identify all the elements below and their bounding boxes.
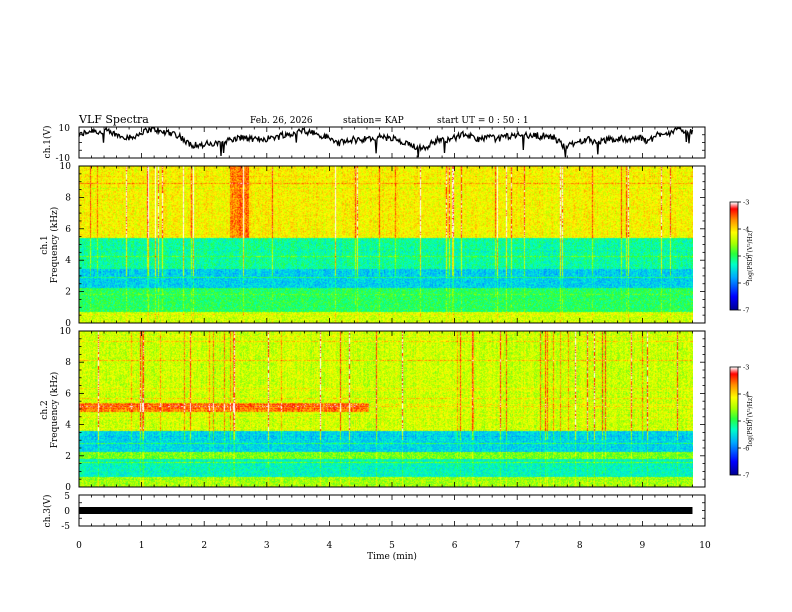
date-label: Feb. 26, 2026 (250, 116, 313, 126)
freq-tick-label: 2 (65, 288, 71, 298)
ch3-waveform-panel: 5 0 -5 ch.3(V) (42, 492, 706, 532)
time-tick-label: 2 (201, 541, 207, 551)
freq-tick-label: 8 (65, 193, 71, 203)
freq-tick-label: 4 (65, 421, 71, 431)
ch2-colorbar-ticks: -3 -4 -5 -6 -7 (738, 364, 749, 480)
freq-tick-label: 8 (65, 358, 71, 368)
time-tick-label: 7 (514, 541, 520, 551)
freq-tick-label: 6 (65, 389, 71, 399)
ch1-spectrogram-image-holder (79, 166, 693, 323)
colorbar-tick-label: -7 (743, 472, 749, 480)
station-label: station= KAP (343, 116, 404, 126)
ch1-colorbar-gradient (730, 202, 738, 310)
colorbar-tick-label: -5 (743, 418, 749, 426)
ch2-colorbar-holder (730, 367, 738, 475)
freq-tick-label: 0 (65, 319, 71, 329)
time-tick-label: 6 (452, 541, 458, 551)
ch1-frequency-axis-label: Frequency (kHz) (49, 207, 60, 284)
ch2-colorbar-gradient (730, 367, 738, 475)
ch2-spectrogram-ytick-labels: 0 2 4 6 8 10 (60, 327, 72, 493)
ch1-channel-label: ch.1 (40, 235, 50, 254)
time-tick-label: 0 (76, 541, 82, 551)
ch2-spectrogram-image-holder (79, 331, 693, 487)
time-tick-label: 1 (139, 541, 145, 551)
freq-tick-label: 10 (60, 162, 72, 172)
ch1-waveform-ticks (78, 126, 706, 159)
start-ut-label: start UT = 0 : 50 : 1 (437, 116, 529, 126)
ch1-colorbar-label: log(PSD) (V²/Hz) (747, 231, 754, 282)
ch1-voltage-axis-label: ch.1(V) (42, 126, 53, 159)
time-tick-label: 4 (327, 541, 333, 551)
ch1-spectrogram-ytick-labels: 0 2 4 6 8 10 (60, 162, 72, 329)
ch1-colorbar-holder (730, 202, 738, 310)
time-tick-label: 3 (264, 541, 270, 551)
colorbar-tick-label: -3 (743, 199, 749, 207)
colorbar-tick-label: -4 (743, 226, 749, 234)
time-axis-label: Time (min) (367, 551, 417, 562)
ch2-frequency-axis-label: Frequency (kHz) (49, 372, 60, 449)
colorbar-tick-label: -5 (743, 253, 749, 261)
ch2-spectrogram-ticks (78, 330, 706, 488)
ch1-waveform-panel: 10 -10 ch.1(V) (42, 124, 706, 164)
colorbar-tick-label: -6 (743, 445, 749, 453)
ch1-ytick-top: 10 (59, 124, 71, 134)
ch3-waveform-trace (79, 507, 693, 514)
ch3-ytick-bottom: -5 (61, 522, 70, 532)
ch2-colorbar-label: log(PSD) (V²/Hz) (747, 396, 754, 447)
time-tick-label: 9 (640, 541, 646, 551)
ch3-waveform-ticks (78, 494, 706, 527)
freq-tick-label: 2 (65, 452, 71, 462)
freq-tick-label: 10 (60, 327, 72, 337)
ch1-ytick-bottom: -10 (56, 154, 71, 164)
freq-tick-label: 4 (65, 256, 71, 266)
time-axis-tick-labels: 0 1 2 3 4 5 6 7 8 9 10 (76, 541, 711, 551)
ch1-colorbar-ticks: -3 -4 -5 -6 -7 (738, 199, 749, 315)
ch1-waveform-trace (78, 126, 694, 158)
freq-tick-label: 6 (65, 225, 71, 235)
colorbar-tick-label: -6 (743, 280, 749, 288)
ch1-spectrogram-ticks (78, 165, 706, 324)
colorbar-tick-label: -3 (743, 364, 749, 372)
ch3-ytick-top: 5 (64, 492, 70, 502)
ch2-channel-label: ch.2 (40, 400, 50, 419)
ch3-voltage-axis-label: ch.3(V) (42, 495, 53, 528)
figure-title: VLF Spectra (78, 113, 149, 126)
freq-tick-label: 0 (65, 483, 71, 493)
ch1-spectrogram-image (79, 166, 693, 323)
time-tick-label: 5 (389, 541, 395, 551)
colorbar-tick-label: -7 (743, 307, 749, 315)
ch2-spectrogram-image (79, 331, 693, 487)
ch3-ytick-middle: 0 (64, 507, 70, 517)
colorbar-tick-label: -4 (743, 391, 749, 399)
time-tick-label: 8 (577, 541, 583, 551)
time-tick-label: 10 (699, 541, 711, 551)
